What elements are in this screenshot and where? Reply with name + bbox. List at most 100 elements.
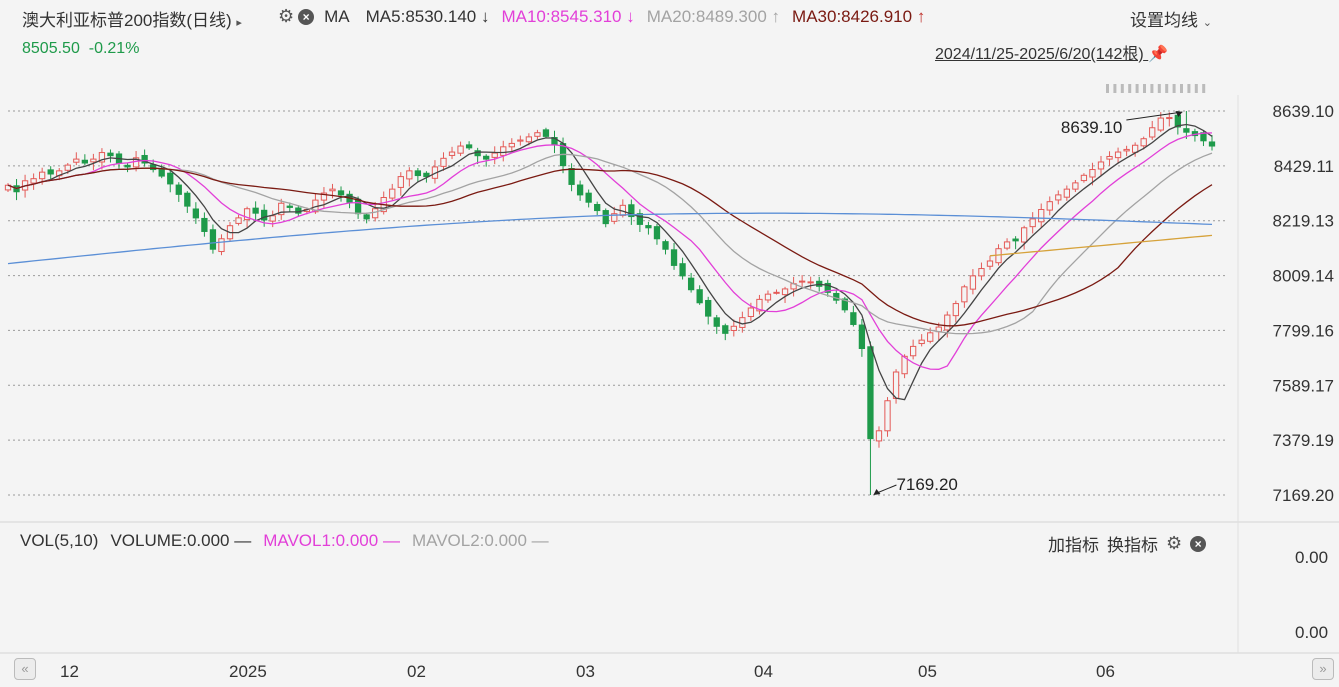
switch-indicator-button[interactable]: 换指标: [1107, 536, 1158, 555]
y-tick-label: 7589.17: [1273, 376, 1334, 395]
high-annotation: 8639.10: [1061, 118, 1122, 137]
volume-tick-top: 0.00: [1295, 548, 1329, 567]
candle-body: [98, 152, 106, 163]
candle-body: [406, 170, 413, 180]
candle-body: [756, 298, 763, 312]
signal-marker: [1194, 84, 1198, 93]
candle-body: [448, 151, 456, 156]
gear-icon[interactable]: ⚙: [278, 6, 295, 26]
candle-body: [525, 136, 533, 143]
signal-marker: [1202, 84, 1206, 93]
candle-body: [927, 332, 934, 342]
candle-body: [329, 188, 336, 192]
candle-body: [944, 314, 951, 331]
candle-body: [576, 184, 584, 196]
candle-body: [961, 286, 968, 303]
signal-marker: [1113, 84, 1117, 93]
y-tick-label: 7799.16: [1273, 321, 1334, 340]
candle-body: [465, 144, 473, 149]
y-tick-label: 8429.11: [1274, 157, 1334, 176]
candle-body: [636, 213, 644, 225]
candle-body: [850, 312, 857, 325]
signal-marker: [1165, 84, 1169, 93]
candle-body: [235, 217, 242, 224]
ma30-value: MA30:8426.910 ↑: [792, 6, 926, 26]
candle-body: [824, 282, 831, 293]
volume-tick-bottom: 0.00: [1295, 623, 1329, 642]
volume-close-icon[interactable]: ×: [1190, 535, 1207, 552]
candle-body: [807, 281, 814, 284]
x-tick-12: 12: [60, 662, 79, 681]
long-ma-blue-line: [7, 212, 1213, 265]
ma20-line: [7, 152, 1213, 335]
candle-body: [1020, 227, 1028, 243]
candle-body: [1106, 155, 1113, 160]
volume-value: VOLUME:0.000 —: [110, 531, 252, 550]
candle-body: [201, 217, 208, 232]
candle-body: [739, 317, 746, 328]
close-icon[interactable]: ×: [298, 8, 315, 25]
candle-body: [252, 207, 259, 214]
instrument-title[interactable]: 澳大利亚标普200指数(日线) ▸: [22, 6, 242, 31]
candle-body: [1003, 241, 1011, 249]
candle-body: [1140, 138, 1147, 147]
candle-body: [534, 132, 541, 137]
ma30-line: [7, 167, 1213, 327]
candle-body: [1080, 174, 1088, 182]
candle-body: [1046, 201, 1053, 211]
candle-body: [978, 268, 985, 277]
candle-body: [320, 192, 328, 201]
candle-body: [764, 293, 772, 301]
volume-gear-icon[interactable]: ⚙: [1166, 533, 1183, 553]
signal-marker: [1150, 84, 1154, 93]
ma5-value: MA5:8530.140 ↓: [365, 6, 490, 26]
candle-body: [713, 317, 720, 327]
candle-body: [218, 238, 225, 253]
scroll-left-button[interactable]: «: [14, 658, 36, 680]
signal-marker: [1120, 84, 1124, 93]
candle-body: [841, 298, 848, 311]
candle-body: [269, 215, 276, 222]
scroll-right-button[interactable]: »: [1312, 658, 1334, 680]
candle-body: [90, 158, 97, 163]
pin-icon[interactable]: 📌: [1148, 46, 1169, 63]
candle-body: [892, 371, 900, 399]
candle-body: [337, 190, 345, 196]
candle-body: [1012, 238, 1019, 242]
ma-settings-button[interactable]: 设置均线 ⌄: [1130, 11, 1212, 30]
candle-body: [568, 167, 575, 185]
candle-body: [1072, 182, 1079, 190]
candle-body: [1208, 141, 1216, 147]
candle-body: [354, 198, 362, 215]
signal-marker: [1135, 84, 1139, 93]
signal-markers: [1106, 84, 1206, 93]
candle-body: [722, 325, 729, 334]
last-price: 8505.50: [22, 40, 80, 57]
candle-body: [167, 172, 174, 185]
ma5-line: [7, 123, 1213, 401]
volume-legend: VOL(5,10) VOLUME:0.000 — MAVOL1:0.000 — …: [20, 531, 549, 551]
candle-body: [517, 139, 524, 142]
vol-label: VOL(5,10): [20, 531, 99, 550]
candle-body: [483, 155, 490, 160]
instrument-name: 澳大利亚标普200指数(日线): [22, 11, 232, 30]
signal-marker: [1187, 84, 1191, 93]
y-tick-label: 7379.19: [1273, 431, 1334, 450]
candle-body: [107, 152, 114, 157]
candle-body: [909, 345, 917, 357]
caret-right-icon[interactable]: ▸: [236, 17, 242, 29]
signal-marker: [1106, 84, 1109, 93]
low-arrowhead: [873, 489, 881, 495]
candle-body: [952, 303, 959, 317]
add-indicator-button[interactable]: 加指标: [1048, 536, 1099, 555]
candle-body: [969, 275, 977, 290]
candle-body: [747, 307, 755, 318]
date-range[interactable]: 2024/11/25-2025/6/20(142根) 📌: [935, 46, 1169, 63]
candle-body: [500, 146, 507, 156]
candle-body: [457, 145, 464, 154]
ma10-line: [7, 132, 1213, 370]
candle-body: [653, 226, 661, 240]
candle-body: [645, 225, 652, 229]
price-readout: 8505.50 -0.21%: [22, 40, 139, 58]
